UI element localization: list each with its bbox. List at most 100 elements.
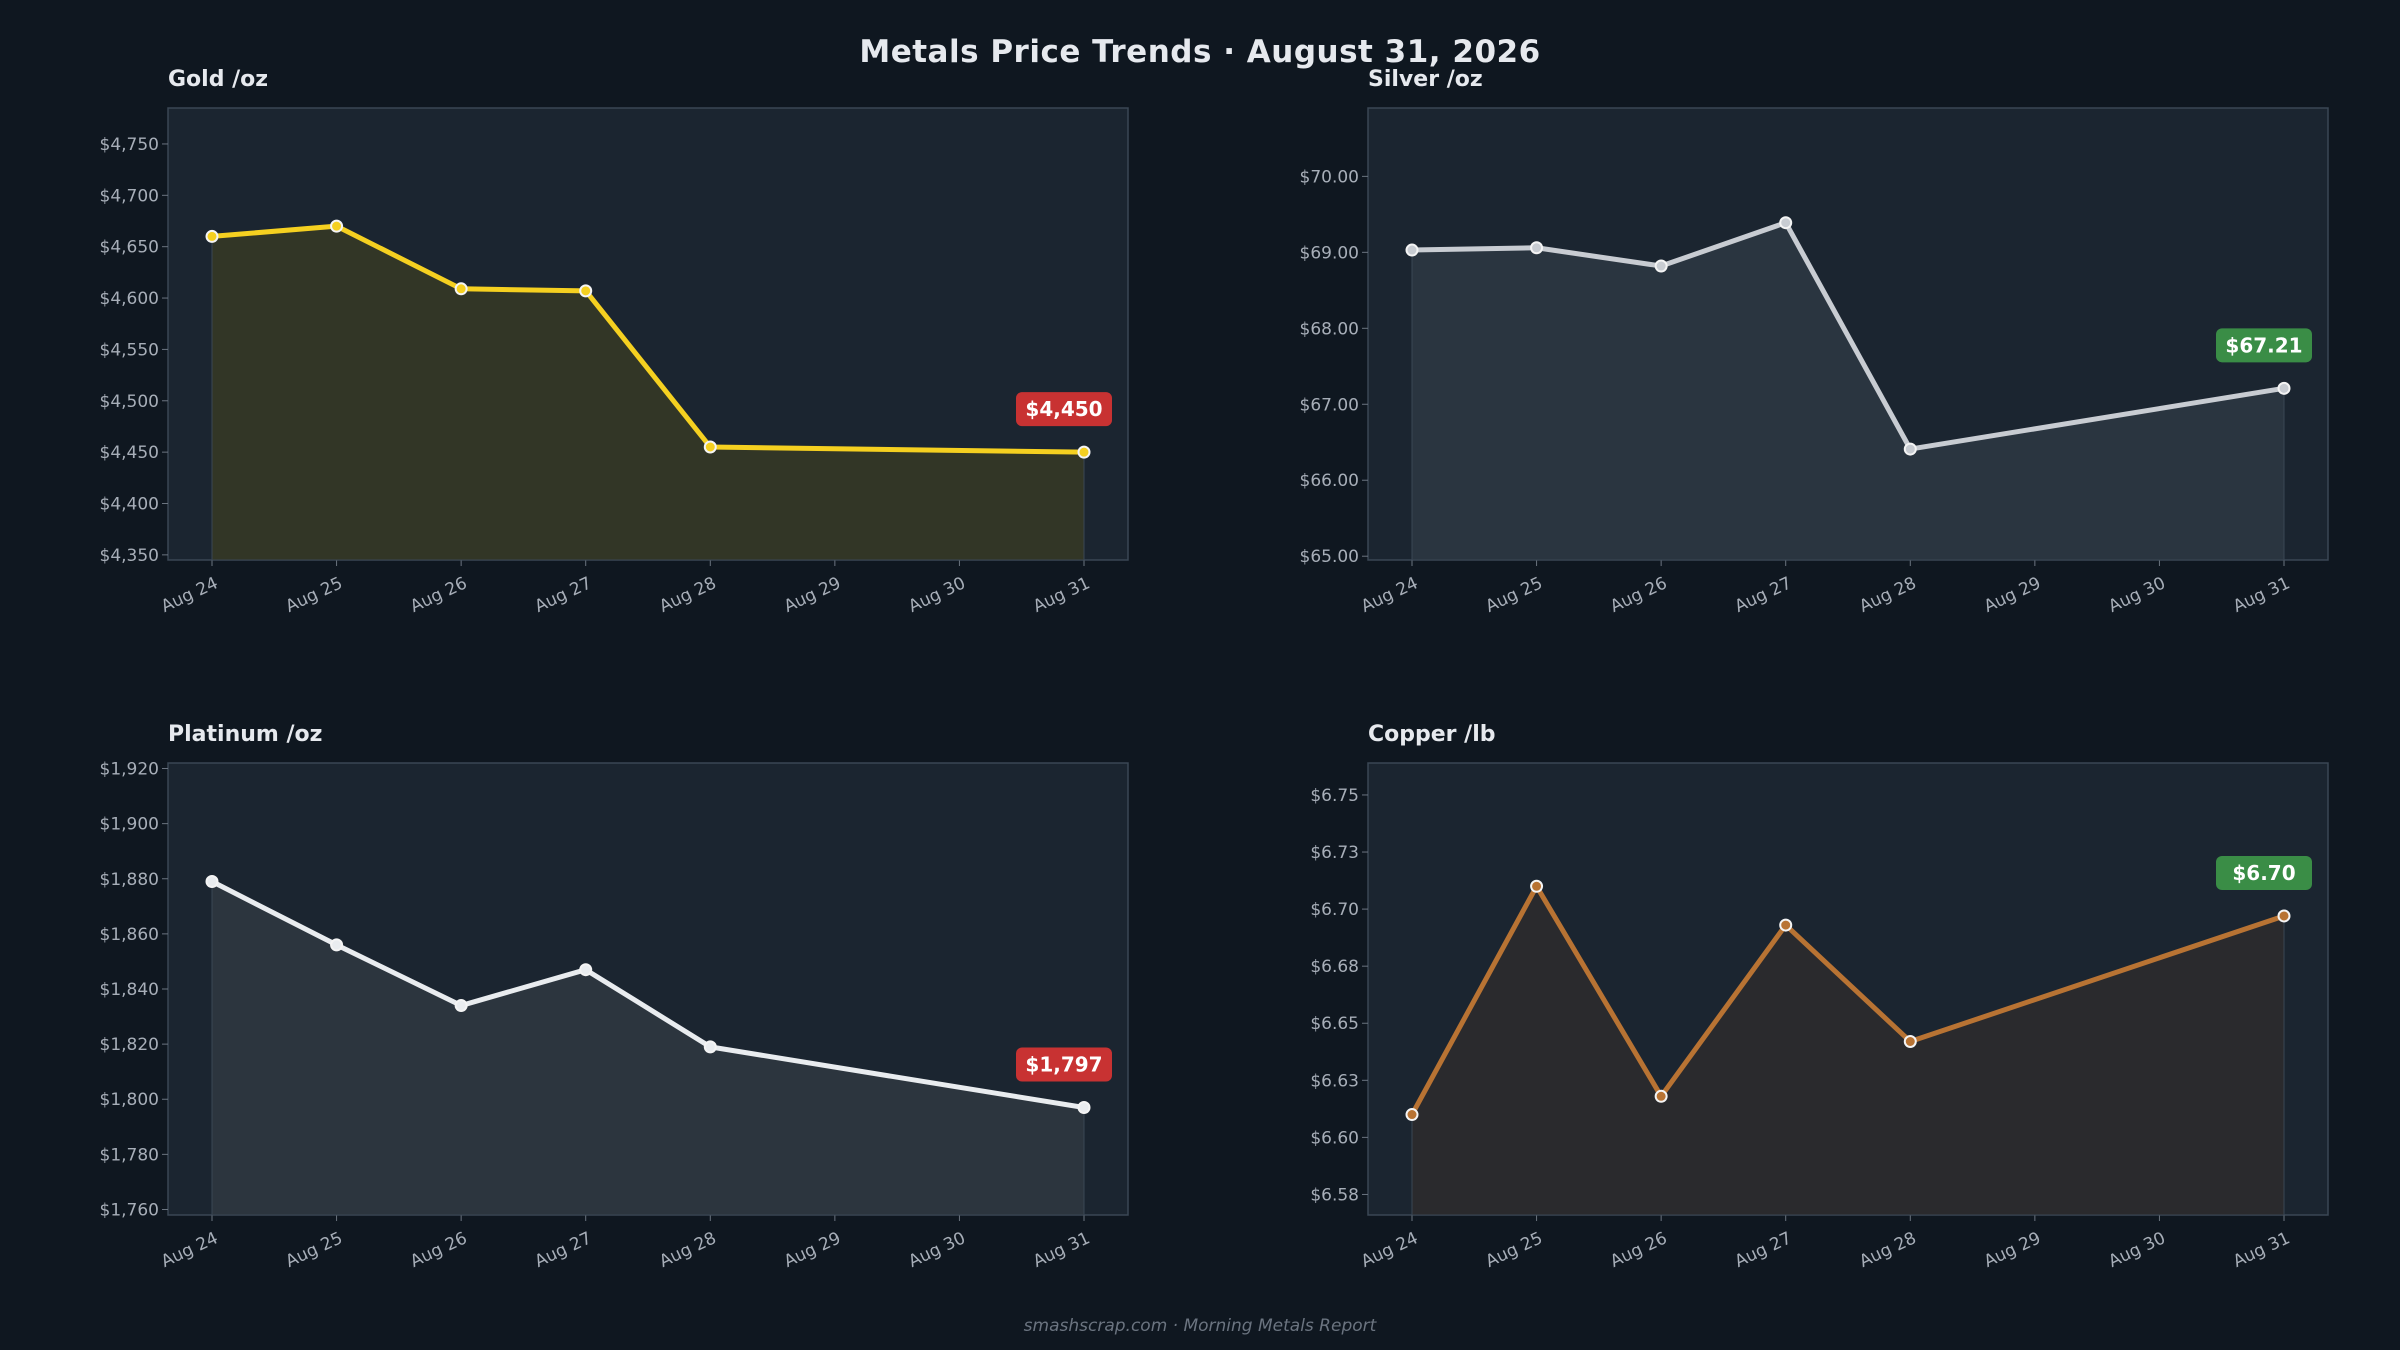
data-point — [1405, 1108, 1419, 1122]
y-tick-label: $6.73 — [1310, 843, 1359, 863]
chart-title-gold: Gold /oz — [168, 67, 268, 92]
chart-title-copper: Copper /lb — [1368, 722, 1496, 747]
data-point — [1903, 1035, 1917, 1049]
x-tick-label: Aug 24 — [1358, 1228, 1421, 1272]
x-tick-label: Aug 24 — [1358, 573, 1421, 617]
chart-title-platinum: Platinum /oz — [168, 722, 322, 747]
x-tick-label: Aug 31 — [1030, 1228, 1093, 1272]
chart-panel-silver: Silver /oz $65.00 $66.00 $67.00 $68.00 $69.00… — [1300, 67, 2329, 617]
chart-panel-platinum: Platinum /oz $1,760 $1,780 $1,800 $1,820 $1,8… — [100, 722, 1129, 1272]
x-tick-label: Aug 30 — [906, 1228, 969, 1272]
data-point — [1903, 442, 1917, 456]
chart-title-silver: Silver /oz — [1368, 67, 1483, 92]
series-line-platinum — [210, 879, 1085, 1110]
y-tick-label: $4,700 — [100, 186, 159, 206]
x-tick-label: Aug 30 — [2106, 573, 2169, 617]
data-point — [1530, 241, 1544, 255]
y-tick-label: $6.65 — [1310, 1014, 1359, 1034]
data-point — [454, 282, 468, 296]
data-point — [205, 875, 219, 889]
y-tick-label: $6.63 — [1310, 1071, 1359, 1091]
x-tick-label: Aug 28 — [656, 1228, 719, 1272]
y-tick-label: $6.60 — [1310, 1128, 1359, 1148]
x-tick-label: Aug 27 — [532, 573, 595, 617]
x-tick-label: Aug 29 — [1981, 573, 2044, 617]
x-tick-label: Aug 28 — [1856, 1228, 1919, 1272]
y-tick-label: $4,600 — [100, 289, 159, 309]
y-tick-label: $66.00 — [1300, 471, 1359, 491]
x-tick-label: Aug 24 — [158, 1228, 221, 1272]
y-tick-label: $4,550 — [100, 340, 159, 360]
data-point — [1405, 243, 1419, 257]
data-point — [1779, 918, 1793, 932]
x-tick-label: Aug 25 — [283, 1228, 346, 1272]
x-tick-label: Aug 30 — [2106, 1228, 2169, 1272]
y-tick-label: $69.00 — [1300, 243, 1359, 263]
x-tick-label: Aug 28 — [656, 573, 719, 617]
data-point — [330, 938, 344, 952]
chart-panel-copper: Copper /lb $6.58 $6.60 $6.63 $6.65 $6.68 $6.70… — [1310, 722, 2329, 1272]
x-tick-label: Aug 25 — [283, 573, 346, 617]
y-tick-label: $1,860 — [100, 925, 159, 945]
y-tick-label: $1,920 — [100, 760, 159, 780]
last-value-label: $1,797 — [1025, 1053, 1102, 1077]
x-tick-label: Aug 31 — [2230, 573, 2293, 617]
data-point — [205, 229, 219, 243]
y-tick-label: $4,650 — [100, 238, 159, 258]
x-tick-label: Aug 29 — [1981, 1228, 2044, 1272]
series-line-silver — [1411, 220, 2285, 452]
data-point — [579, 284, 593, 298]
data-point — [2277, 381, 2291, 395]
chart-panel-gold: Gold /oz $4,350 $4,400 $4,450 $4,500 $4,550 $4… — [100, 67, 1129, 617]
data-point — [1654, 1089, 1668, 1103]
y-tick-label: $1,800 — [100, 1090, 159, 1110]
x-tick-label: Aug 28 — [1856, 573, 1919, 617]
data-point — [1077, 445, 1091, 459]
y-tick-label: $4,500 — [100, 392, 159, 412]
last-value-badge — [1016, 392, 1112, 427]
data-point — [1779, 216, 1793, 230]
last-value-badge — [2216, 328, 2312, 363]
last-value-label: $6.70 — [2232, 861, 2295, 885]
data-point — [1654, 259, 1668, 273]
data-point — [703, 1040, 717, 1054]
series-line-copper — [1409, 883, 2285, 1116]
y-tick-label: $6.68 — [1310, 957, 1359, 977]
y-tick-label: $4,750 — [100, 135, 159, 155]
last-value-label: $67.21 — [2225, 333, 2302, 357]
data-point — [703, 440, 717, 454]
x-tick-label: Aug 27 — [1732, 1228, 1795, 1272]
x-tick-label: Aug 25 — [1483, 1228, 1546, 1272]
y-tick-label: $1,880 — [100, 870, 159, 890]
y-tick-label: $65.00 — [1300, 547, 1359, 567]
y-tick-label: $4,350 — [100, 546, 159, 566]
x-tick-label: Aug 24 — [158, 573, 221, 617]
y-tick-label: $6.70 — [1310, 900, 1359, 920]
y-tick-label: $6.58 — [1310, 1185, 1359, 1205]
x-tick-label: Aug 31 — [1030, 573, 1093, 617]
y-tick-label: $1,780 — [100, 1145, 159, 1165]
y-tick-label: $67.00 — [1300, 395, 1359, 415]
x-tick-label: Aug 27 — [532, 1228, 595, 1272]
y-tick-label: $4,450 — [100, 443, 159, 463]
y-tick-label: $1,840 — [100, 980, 159, 1000]
last-value-badge — [1016, 1047, 1112, 1082]
y-tick-label: $1,900 — [100, 815, 159, 835]
data-point — [1077, 1101, 1091, 1115]
y-tick-label: $1,760 — [100, 1200, 159, 1220]
last-value-badge — [2216, 855, 2312, 890]
x-tick-label: Aug 26 — [407, 573, 470, 617]
y-tick-label: $70.00 — [1300, 167, 1359, 187]
x-tick-label: Aug 26 — [1607, 573, 1670, 617]
x-tick-label: Aug 27 — [1732, 573, 1795, 617]
data-point — [579, 963, 593, 977]
x-tick-label: Aug 26 — [407, 1228, 470, 1272]
x-tick-label: Aug 31 — [2230, 1228, 2293, 1272]
last-value-label: $4,450 — [1025, 397, 1102, 421]
series-line-gold — [211, 223, 1085, 455]
footer-credit: smashscrap.com · Morning Metals Report — [1023, 1316, 1377, 1336]
x-tick-label: Aug 25 — [1483, 573, 1546, 617]
data-point — [330, 219, 344, 233]
page-title: Metals Price Trends · August 31, 2026 — [859, 34, 1541, 70]
x-tick-label: Aug 29 — [781, 573, 844, 617]
